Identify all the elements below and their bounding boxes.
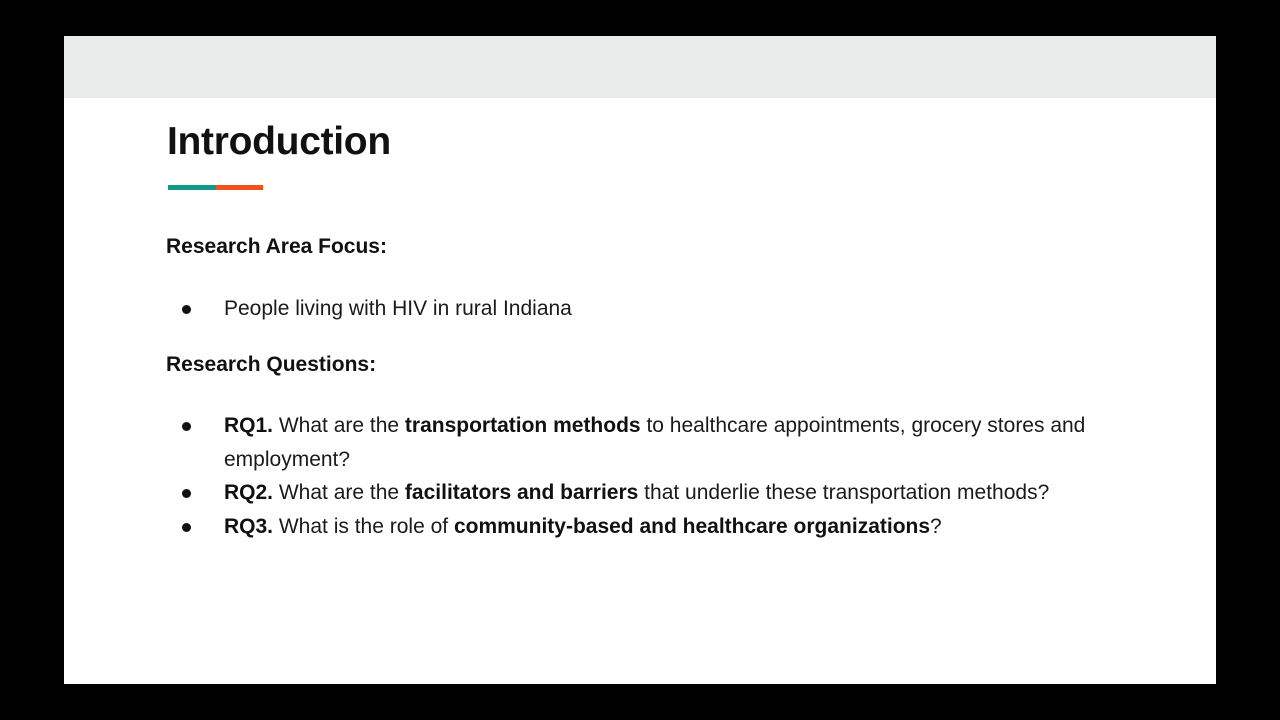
bullet-icon (182, 305, 191, 314)
focus-heading: Research Area Focus: (166, 235, 387, 258)
question-text-post: ? (930, 514, 942, 538)
focus-list: People living with HIV in rural Indiana (166, 292, 1086, 326)
question-item-rq3: RQ3. What is the role of community-based… (166, 510, 1086, 544)
slide: Introduction Research Area Focus: People… (64, 36, 1216, 684)
bullet-icon (182, 522, 191, 532)
questions-heading: Research Questions: (166, 353, 377, 376)
focus-item-text: People living with HIV in rural Indiana (224, 297, 572, 320)
title-underline (168, 185, 263, 190)
slide-header-band (64, 36, 1216, 98)
question-label: RQ3. (224, 514, 274, 538)
question-emphasis: community-based and healthcare organizat… (453, 514, 931, 538)
question-emphasis: transportation methods (404, 414, 641, 437)
question-label: RQ2. (224, 481, 274, 504)
question-text-pre: What are the (273, 481, 405, 504)
question-item-rq1: RQ1. What are the transportation methods… (166, 409, 1086, 476)
question-text-post: to healthcare appointments, grocery stor… (224, 414, 1086, 471)
question-text-pre: What are the (273, 414, 405, 437)
question-item-rq2: RQ2. What are the facilitators and barri… (166, 476, 1086, 510)
bullet-icon (182, 422, 191, 431)
question-text-pre: What is the role of (273, 514, 454, 538)
question-text-post: that underlie these transportation metho… (638, 481, 1050, 504)
slide-title: Introduction (167, 120, 391, 163)
underline-orange-segment (216, 185, 263, 190)
question-emphasis: facilitators and barriers (404, 481, 639, 504)
underline-teal-segment (168, 185, 216, 190)
bullet-icon (182, 489, 191, 498)
question-label: RQ1. (224, 414, 274, 437)
questions-list: RQ1. What are the transportation methods… (166, 409, 1086, 543)
focus-item: People living with HIV in rural Indiana (166, 292, 1086, 326)
